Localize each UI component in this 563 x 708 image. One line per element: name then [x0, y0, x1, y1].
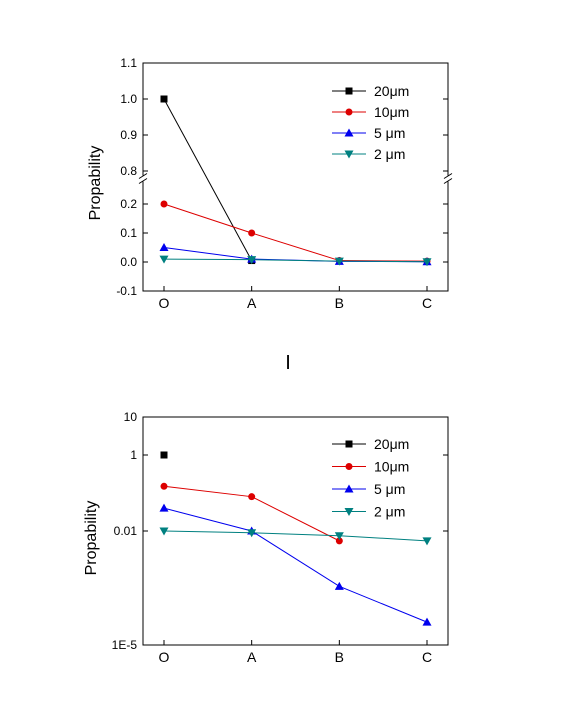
data-point: [159, 243, 169, 251]
series-1: [160, 200, 431, 265]
data-point: [334, 257, 344, 266]
axis-break-mark-left: [138, 173, 148, 179]
data-point: [334, 532, 344, 541]
series-0: [160, 95, 256, 265]
data-point: [422, 258, 432, 267]
x-tick-label: C: [422, 649, 432, 665]
y-tick-label: 1E-5: [112, 638, 138, 652]
series-line: [163, 98, 253, 261]
data-point: [159, 503, 169, 512]
legend-marker: [344, 150, 354, 159]
legend-label: 2 μm: [374, 146, 405, 162]
y-tick-label: -0.1: [116, 284, 137, 298]
legend-label: 10μm: [374, 459, 409, 475]
y-tick-label: 0.01: [114, 524, 138, 538]
separator-label: I: [285, 352, 291, 374]
y-tick-label: 0.1: [120, 226, 137, 240]
data-point: [248, 493, 256, 501]
legend-label: 5 μm: [374, 481, 405, 497]
x-tick-label: O: [159, 649, 170, 665]
legend-label: 2 μm: [374, 504, 405, 520]
legend-marker: [345, 440, 353, 448]
legend-label: 10μm: [374, 104, 409, 120]
y-tick-label: 0.0: [120, 255, 137, 269]
legend-label: 20μm: [374, 436, 409, 452]
axis-break-mark-left: [138, 178, 148, 184]
legend-label: 20μm: [374, 83, 409, 99]
data-point: [247, 256, 257, 265]
data-point: [247, 529, 257, 538]
data-point: [160, 95, 168, 103]
series-1: [160, 482, 343, 545]
y-tick-label: 1: [130, 448, 137, 462]
y-tick-label: 0.9: [120, 128, 137, 142]
data-point: [159, 527, 169, 536]
legend: 20μm 10μm 5 μm 2 μm: [332, 436, 409, 520]
legend-marker: [345, 87, 353, 95]
x-tick-label: A: [247, 649, 257, 665]
data-point: [422, 537, 432, 546]
series-line: [163, 203, 428, 262]
x-tick-label: A: [247, 295, 257, 311]
data-point: [160, 200, 168, 208]
y-axis-label: Propability: [83, 501, 100, 576]
data-point: [160, 482, 168, 490]
data-point: [248, 229, 256, 237]
legend-marker: [345, 463, 353, 470]
chart-top: -0.1 0.0 0.1 0.2 0.8 0.9 1.0 1.1 O A B C Propability…: [87, 56, 453, 311]
legend-marker: [344, 508, 354, 516]
legend-label: 5 μm: [374, 125, 405, 141]
x-tick-label: B: [335, 295, 344, 311]
x-tick-label: O: [159, 295, 170, 311]
axis-break-mark-right: [443, 178, 453, 184]
x-tick-label: B: [335, 649, 344, 665]
series-3: [159, 255, 432, 267]
y-tick-label: 0.8: [120, 164, 137, 178]
series-2: [159, 503, 432, 626]
legend-marker: [345, 108, 353, 116]
y-tick-label: 10: [124, 410, 138, 424]
legend-marker: [344, 128, 354, 137]
y-axis-label: Propability: [87, 146, 104, 221]
data-point: [159, 255, 169, 264]
data-point: [335, 537, 343, 545]
legend-marker: [344, 484, 354, 493]
data-point: [422, 617, 432, 626]
axis-break-gap-left: [139, 175, 148, 182]
series-3: [159, 527, 432, 546]
series-line: [163, 258, 428, 263]
y-tick-label: 0.2: [120, 197, 137, 211]
axis-break-mark-right: [443, 173, 453, 179]
y-tick-label: 1.0: [120, 92, 137, 106]
series-line: [163, 507, 428, 623]
axis-break-gap-right: [443, 175, 452, 182]
data-point: [334, 581, 344, 590]
legend: 20μm 10μm 5 μm 2 μm: [332, 83, 409, 162]
y-tick-label: 1.1: [120, 56, 137, 70]
data-point: [160, 451, 168, 459]
series-0: [160, 451, 168, 459]
chart-bottom: 1E-5 0.01 1 10 O A B C Propability 20μm 10μm 5 μm 2 …: [83, 410, 449, 665]
series-line: [163, 530, 428, 542]
x-tick-label: C: [422, 295, 432, 311]
